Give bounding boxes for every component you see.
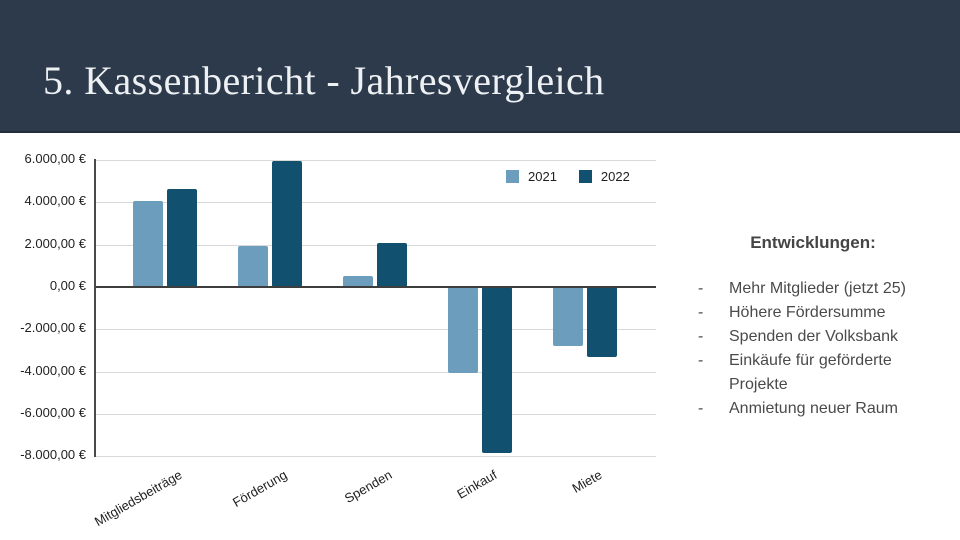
bar-2021-Mitgliedsbeiträge — [133, 201, 163, 287]
chart-legend: 2021 2022 — [506, 169, 630, 184]
gridline — [95, 244, 656, 246]
note-item: - Mehr Mitglieder (jetzt 25) — [698, 277, 946, 301]
bar-2022-Mitgliedsbeiträge — [167, 188, 197, 287]
gridline — [95, 371, 656, 373]
bullet-dash: - — [698, 328, 704, 345]
bullet-dash: - — [698, 400, 704, 417]
bullet-dash: - — [698, 280, 704, 297]
notes-list: - Mehr Mitglieder (jetzt 25) - Höhere Förde… — [698, 277, 946, 421]
y-axis-line — [94, 159, 96, 457]
y-tick-label: 2.000,00 € — [24, 235, 86, 251]
bullet-dash: - — [698, 352, 704, 369]
bar-2022-Förderung — [272, 161, 302, 287]
bar-2022-Spenden — [377, 242, 407, 287]
bar-2021-Förderung — [238, 245, 268, 287]
bullet-dash: - — [698, 304, 704, 321]
x-axis-label: Einkauf — [454, 467, 500, 502]
x-axis-label: Mitgliedsbeiträge — [91, 467, 185, 530]
x-axis-label: Miete — [569, 467, 605, 496]
note-text: Spenden der Volksbank — [729, 328, 899, 345]
note-item: - Anmietung neuer Raum — [698, 397, 946, 421]
legend-swatch-2021 — [506, 170, 519, 183]
gridline — [95, 202, 656, 204]
y-tick-label: -2.000,00 € — [20, 320, 86, 336]
bar-chart: 6.000,00 € 4.000,00 € 2.000,00 € 0,00 € -2.0… — [0, 133, 683, 540]
y-tick-label: -4.000,00 € — [20, 362, 86, 378]
note-text: Einkäufe für geförderte Projekte — [729, 352, 892, 393]
bar-2021-Miete — [553, 287, 583, 347]
note-item: - Spenden der Volksbank — [698, 325, 946, 349]
slide-title: 5. Kassenbericht - Jahresvergleich — [43, 58, 605, 103]
notes-heading: Entwicklungen: — [750, 233, 876, 252]
legend-item: 2022 — [578, 169, 630, 184]
y-tick-label: 0,00 € — [49, 278, 86, 293]
gridline — [95, 160, 656, 161]
note-item: - Höhere Fördersumme — [698, 301, 946, 325]
bar-2022-Einkauf — [482, 287, 512, 454]
y-tick-label: -6.000,00 € — [20, 405, 86, 420]
gridline — [95, 329, 656, 331]
bar-2022-Miete — [587, 287, 617, 357]
gridline — [95, 456, 656, 458]
note-text: Anmietung neuer Raum — [729, 400, 898, 417]
x-axis-label: Spenden — [341, 467, 395, 507]
legend-swatch-2022 — [578, 170, 592, 183]
notes-panel: Entwicklungen: - Mehr Mitglieder (jetzt 2… — [680, 233, 946, 421]
note-text: Mehr Mitglieder (jetzt 25) — [729, 280, 906, 297]
x-axis-line — [95, 286, 656, 288]
slide-header: 5. Kassenbericht - Jahresvergleich — [0, 0, 960, 133]
note-text: Höhere Fördersumme — [729, 304, 886, 321]
y-tick-label: 4.000,00 € — [24, 193, 86, 209]
x-axis-label: Förderung — [230, 467, 290, 510]
bar-2021-Einkauf — [448, 287, 478, 373]
y-tick-label: 6.000,00 € — [24, 151, 86, 166]
y-tick-label: -8.000,00 € — [20, 447, 86, 463]
note-item: - Einkäufe für geförderte Projekte — [698, 349, 946, 397]
gridline — [95, 414, 656, 415]
bar-2021-Spenden — [343, 276, 373, 287]
legend-label: 2022 — [600, 169, 630, 184]
legend-label: 2021 — [528, 169, 557, 184]
legend-item: 2021 — [506, 169, 557, 184]
